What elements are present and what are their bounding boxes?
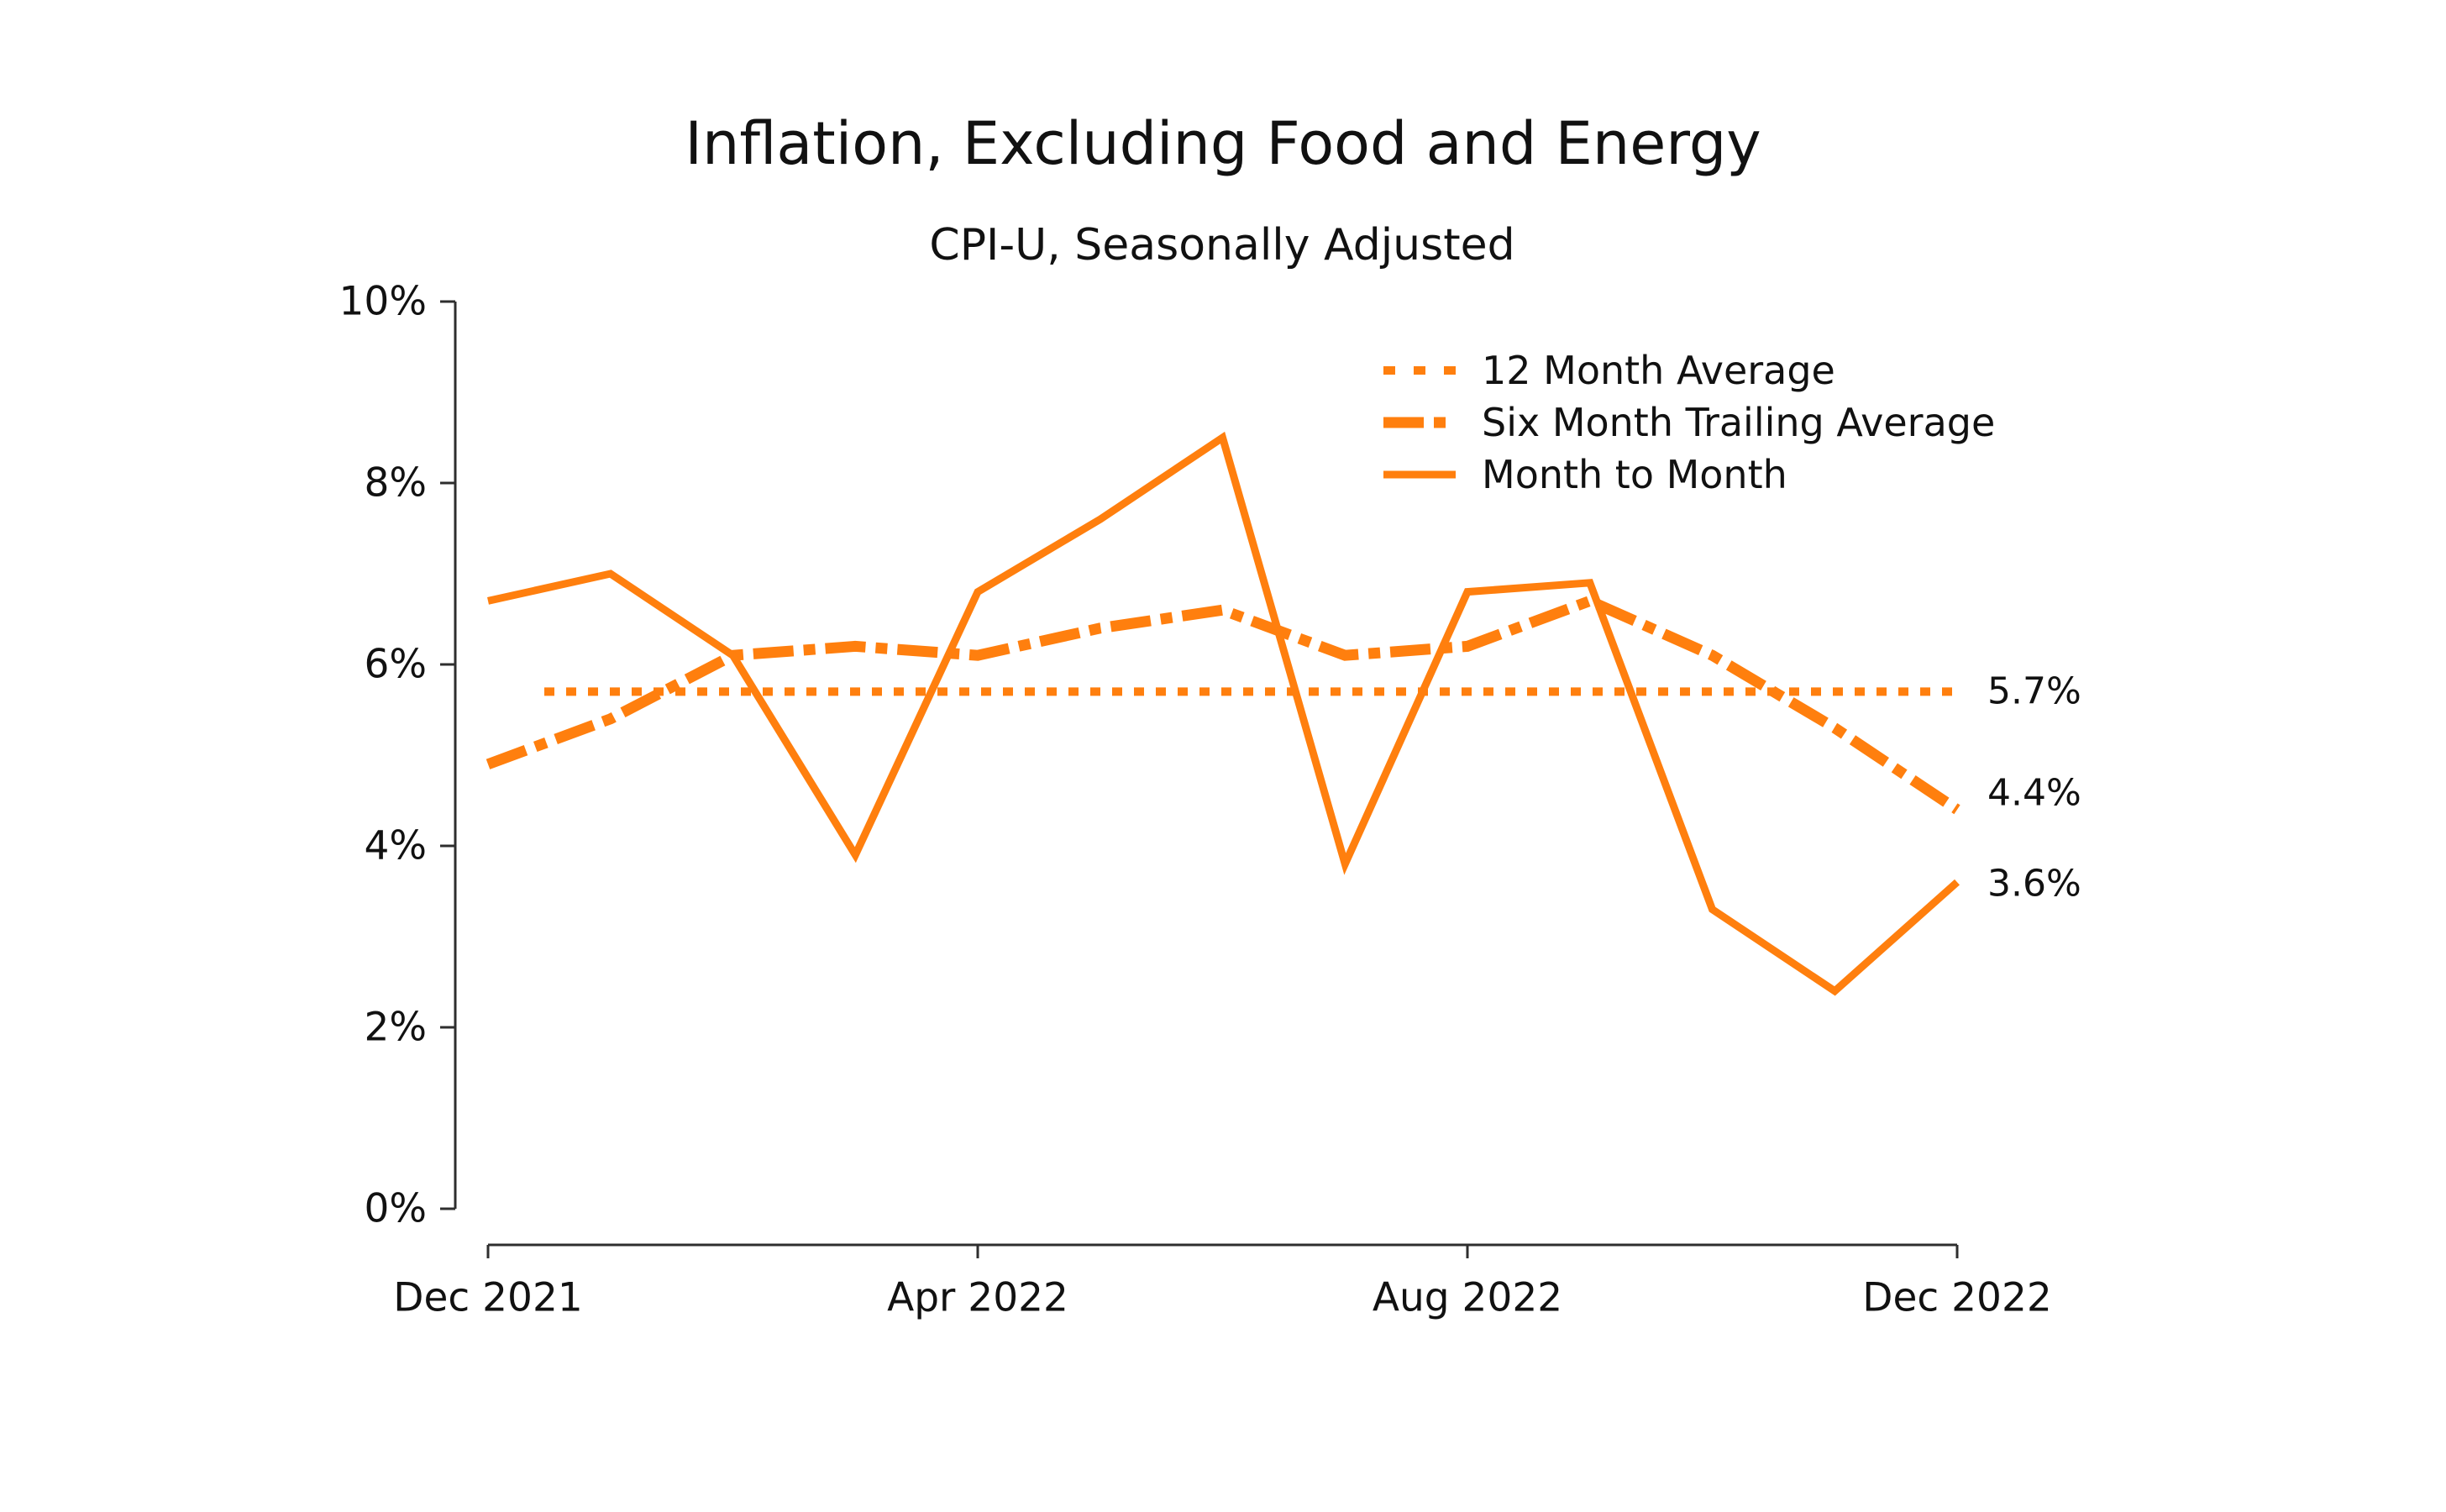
- x-tick-label: Apr 2022: [887, 1274, 1068, 1321]
- legend-label: 12 Month Average: [1482, 348, 1835, 393]
- series-line-six-month-trailing-average: [486, 595, 1960, 815]
- y-tick-label: 4%: [364, 822, 427, 869]
- y-tick-label: 8%: [364, 459, 427, 507]
- y-tick-label: 6%: [364, 641, 427, 688]
- x-tick-label: Dec 2021: [393, 1274, 583, 1321]
- legend-label: Month to Month: [1482, 452, 1787, 497]
- legend-item-six-month-trailing-average: Six Month Trailing Average: [1383, 397, 1995, 448]
- series-line-month-to-month: [487, 431, 1960, 996]
- legend-sample-dashdot-line: [1383, 417, 1456, 428]
- end-label-month-to-month: 3.6%: [1987, 862, 2081, 906]
- end-label-12-month-average: 5.7%: [1987, 669, 2081, 713]
- end-label-six-month-trailing-average: 4.4%: [1987, 771, 2081, 815]
- x-tick-label: Aug 2022: [1372, 1274, 1563, 1321]
- y-tick-label: 2%: [364, 1004, 427, 1051]
- legend-item-month-to-month: Month to Month: [1383, 449, 1787, 500]
- legend-sample-solid-line: [1383, 470, 1456, 479]
- legend-label: Six Month Trailing Average: [1482, 400, 1996, 445]
- y-tick-label: 0%: [364, 1185, 427, 1232]
- chart-title: Inflation, Excluding Food and Energy: [685, 109, 1761, 178]
- legend-sample-dotted-line: [1383, 366, 1456, 375]
- chart-subtitle: CPI-U, Seasonally Adjusted: [929, 220, 1515, 270]
- y-tick-label: 10%: [339, 278, 427, 325]
- legend-item-12-month-average: 12 Month Average: [1383, 345, 1835, 396]
- x-tick-label: Dec 2022: [1862, 1274, 2052, 1321]
